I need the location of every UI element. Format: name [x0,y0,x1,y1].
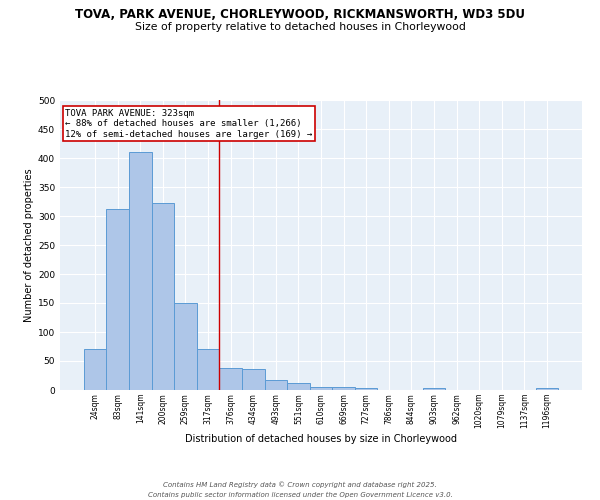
X-axis label: Distribution of detached houses by size in Chorleywood: Distribution of detached houses by size … [185,434,457,444]
Bar [220,368,242,390]
Bar [355,388,377,390]
Bar [287,383,310,390]
Bar [265,380,287,390]
Bar [332,387,355,390]
Bar [129,152,152,390]
Bar [310,386,332,390]
Bar [197,350,220,390]
Bar [242,369,265,390]
Text: Contains HM Land Registry data © Crown copyright and database right 2025.: Contains HM Land Registry data © Crown c… [163,481,437,488]
Bar [106,209,129,390]
Text: Contains public sector information licensed under the Open Government Licence v3: Contains public sector information licen… [148,492,452,498]
Text: TOVA, PARK AVENUE, CHORLEYWOOD, RICKMANSWORTH, WD3 5DU: TOVA, PARK AVENUE, CHORLEYWOOD, RICKMANS… [75,8,525,20]
Bar [84,350,106,390]
Text: TOVA PARK AVENUE: 323sqm
← 88% of detached houses are smaller (1,266)
12% of sem: TOVA PARK AVENUE: 323sqm ← 88% of detach… [65,108,313,138]
Bar [174,303,197,390]
Y-axis label: Number of detached properties: Number of detached properties [24,168,34,322]
Bar [422,388,445,390]
Text: Size of property relative to detached houses in Chorleywood: Size of property relative to detached ho… [134,22,466,32]
Bar [152,202,174,390]
Bar [536,388,558,390]
